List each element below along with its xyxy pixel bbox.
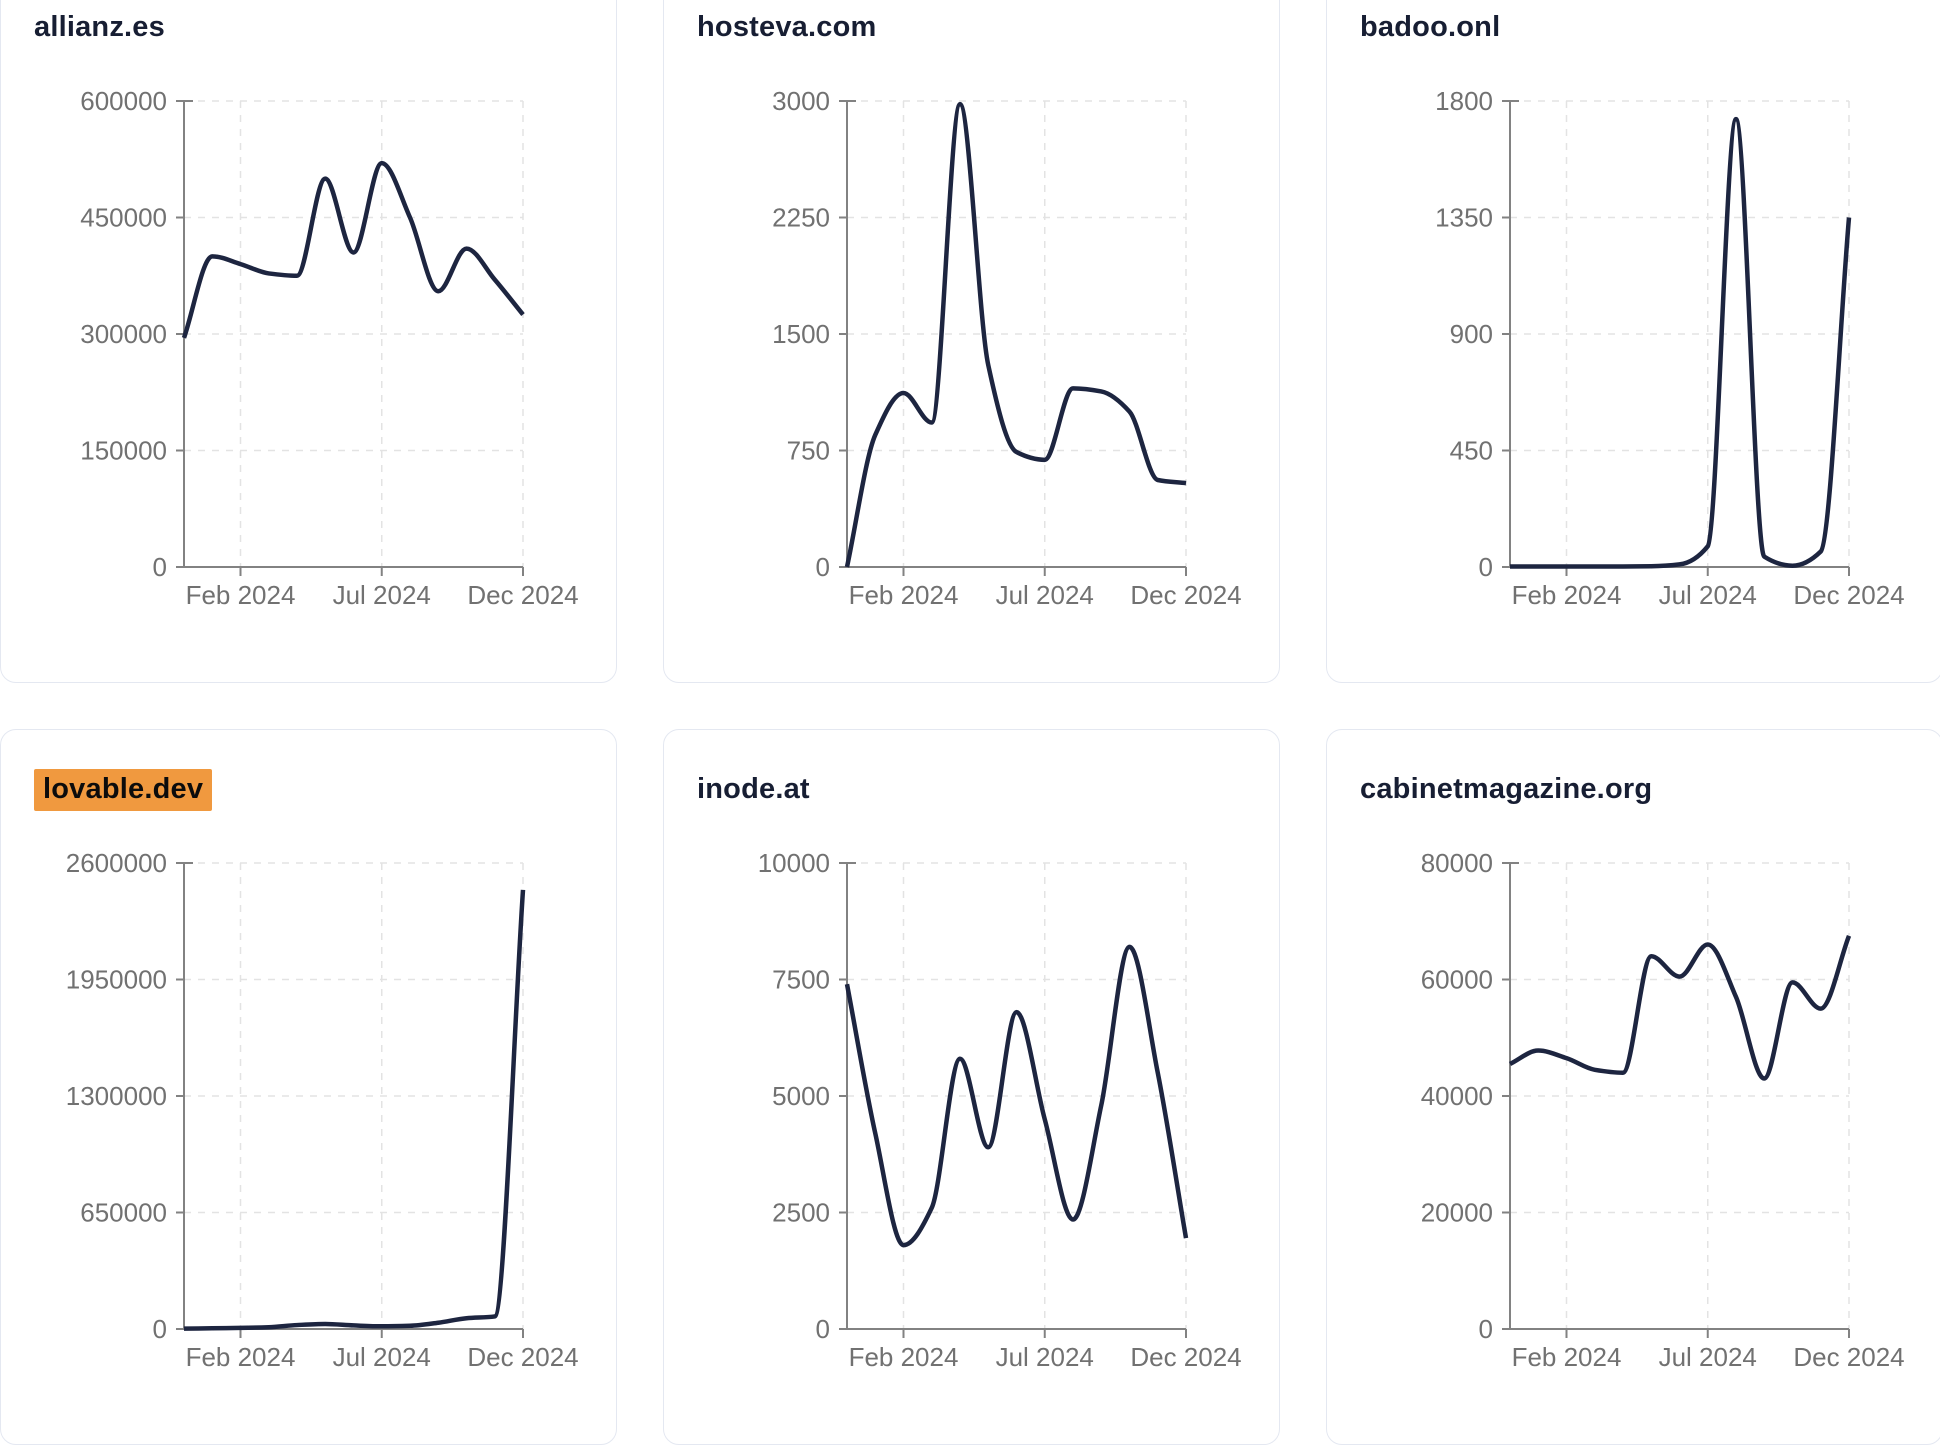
y-tick-label: 3000 (772, 86, 830, 116)
y-tick-label: 40000 (1421, 1081, 1493, 1111)
x-tick-label: Jul 2024 (333, 580, 431, 610)
x-tick-label: Jul 2024 (1659, 1342, 1757, 1372)
y-tick-label: 2250 (772, 203, 830, 233)
chart-title-text: allianz.es (34, 11, 165, 43)
chart-title-text: badoo.onl (1360, 11, 1501, 43)
line-chart: Feb 2024 Jul 2024 Dec 2024 0 750 1500 2250 3000 (772, 86, 1242, 610)
x-tick-label: Jul 2024 (1659, 580, 1757, 610)
chart-title: lovable.dev (34, 769, 213, 811)
series-line (181, 160, 525, 339)
y-tick-label: 0 (816, 1314, 830, 1344)
y-tick-label: 0 (153, 552, 167, 582)
y-tick-label: 1350 (1435, 203, 1493, 233)
chart-title: hosteva.com (697, 11, 877, 44)
x-tick-label: Feb 2024 (849, 1342, 959, 1372)
x-tick-label: Dec 2024 (467, 1342, 578, 1372)
y-tick-label: 1300000 (66, 1081, 167, 1111)
chart-card: Feb 2024 Jul 2024 Dec 2024 0 20000 40000 60000… (1326, 729, 1940, 1445)
y-tick-label: 60000 (1421, 965, 1493, 995)
x-tick-label: Jul 2024 (996, 1342, 1094, 1372)
y-tick-label: 600000 (80, 86, 167, 116)
chart-title: inode.at (697, 773, 810, 806)
x-tick-label: Jul 2024 (333, 1342, 431, 1372)
y-tick-label: 900 (1450, 319, 1493, 349)
series-line (1508, 934, 1852, 1081)
y-tick-label: 0 (1479, 1314, 1493, 1344)
line-chart: Feb 2024 Jul 2024 Dec 2024 0 2500 5000 7500 100… (758, 848, 1242, 1372)
line-chart: Feb 2024 Jul 2024 Dec 2024 0 20000 40000 60000… (1421, 848, 1905, 1372)
series-line (183, 889, 526, 1331)
y-tick-label: 0 (816, 552, 830, 582)
x-tick-label: Jul 2024 (996, 580, 1094, 610)
chart-card: Feb 2024 Jul 2024 Dec 2024 0 650000 1300000 19… (0, 729, 617, 1445)
y-tick-label: 650000 (80, 1198, 167, 1228)
x-tick-label: Dec 2024 (1130, 1342, 1241, 1372)
chart-title: cabinetmagazine.org (1360, 773, 1653, 806)
y-tick-label: 1950000 (66, 965, 167, 995)
x-tick-label: Feb 2024 (186, 1342, 296, 1372)
y-tick-label: 2500 (772, 1198, 830, 1228)
y-tick-label: 10000 (758, 848, 830, 878)
series-line (844, 944, 1189, 1248)
y-tick-label: 300000 (80, 319, 167, 349)
y-tick-label: 80000 (1421, 848, 1493, 878)
x-tick-label: Feb 2024 (1512, 580, 1622, 610)
chart-card: Feb 2024 Jul 2024 Dec 2024 0 450 900 1350 1800 b… (1326, 0, 1940, 683)
x-tick-label: Dec 2024 (467, 580, 578, 610)
y-tick-label: 1500 (772, 319, 830, 349)
chart-card: Feb 2024 Jul 2024 Dec 2024 0 750 1500 2250 3000… (663, 0, 1280, 683)
chart-title-text-highlighted: lovable.dev (34, 769, 213, 811)
line-chart: Feb 2024 Jul 2024 Dec 2024 0 150000 300000 450… (80, 86, 578, 610)
series-line (1509, 116, 1852, 569)
y-tick-label: 20000 (1421, 1198, 1493, 1228)
y-tick-label: 7500 (772, 965, 830, 995)
chart-card: Feb 2024 Jul 2024 Dec 2024 0 150000 300000 450… (0, 0, 617, 683)
chart-title-text: hosteva.com (697, 11, 877, 43)
line-chart: Feb 2024 Jul 2024 Dec 2024 0 450 900 1350 1800 (1435, 86, 1905, 610)
y-tick-label: 1800 (1435, 86, 1493, 116)
x-tick-label: Dec 2024 (1793, 1342, 1904, 1372)
y-tick-label: 2600000 (66, 848, 167, 878)
x-tick-label: Feb 2024 (186, 580, 296, 610)
x-tick-label: Feb 2024 (849, 580, 959, 610)
chart-title: badoo.onl (1360, 11, 1501, 44)
y-tick-label: 150000 (80, 436, 167, 466)
y-tick-label: 750 (787, 436, 830, 466)
chart-title: allianz.es (34, 11, 165, 44)
x-tick-label: Dec 2024 (1793, 580, 1904, 610)
x-tick-label: Feb 2024 (1512, 1342, 1622, 1372)
y-tick-label: 0 (153, 1314, 167, 1344)
series-line (844, 101, 1187, 568)
chart-card: Feb 2024 Jul 2024 Dec 2024 0 2500 5000 7500 100… (663, 729, 1280, 1445)
y-tick-label: 450 (1450, 436, 1493, 466)
y-tick-label: 0 (1479, 552, 1493, 582)
chart-title-text: inode.at (697, 773, 810, 805)
y-tick-label: 5000 (772, 1081, 830, 1111)
y-tick-label: 450000 (80, 203, 167, 233)
chart-title-text: cabinetmagazine.org (1360, 773, 1653, 805)
line-chart: Feb 2024 Jul 2024 Dec 2024 0 650000 1300000 19… (66, 848, 579, 1372)
x-tick-label: Dec 2024 (1130, 580, 1241, 610)
